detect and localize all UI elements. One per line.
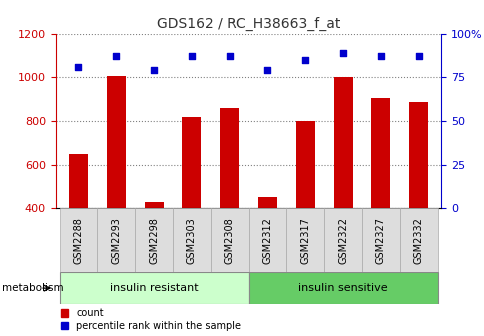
Text: GSM2312: GSM2312 xyxy=(262,217,272,264)
Bar xyxy=(323,208,361,272)
Title: GDS162 / RC_H38663_f_at: GDS162 / RC_H38663_f_at xyxy=(156,17,340,31)
Bar xyxy=(182,117,201,208)
Bar xyxy=(135,208,173,272)
Point xyxy=(75,64,82,70)
Bar xyxy=(106,76,125,208)
Text: GSM2327: GSM2327 xyxy=(375,217,385,264)
Point xyxy=(301,57,308,62)
Text: insulin resistant: insulin resistant xyxy=(109,283,198,293)
Bar xyxy=(295,121,314,208)
Text: GSM2322: GSM2322 xyxy=(337,217,348,264)
Bar xyxy=(399,208,437,272)
Legend: count, percentile rank within the sample: count, percentile rank within the sample xyxy=(60,308,241,331)
Bar xyxy=(97,208,135,272)
Bar xyxy=(173,208,211,272)
Text: GSM2308: GSM2308 xyxy=(224,217,234,264)
Bar xyxy=(60,272,248,304)
Bar xyxy=(211,208,248,272)
Text: GSM2293: GSM2293 xyxy=(111,217,121,264)
Point xyxy=(376,54,384,59)
Point xyxy=(150,68,158,73)
Bar xyxy=(333,77,352,208)
Bar xyxy=(69,154,88,208)
Bar xyxy=(248,272,437,304)
Point xyxy=(414,54,422,59)
Point xyxy=(338,50,346,55)
Text: GSM2303: GSM2303 xyxy=(186,217,197,264)
Text: GSM2332: GSM2332 xyxy=(413,217,423,264)
Point xyxy=(112,54,120,59)
Bar xyxy=(248,208,286,272)
Bar xyxy=(220,108,239,208)
Bar xyxy=(408,102,427,208)
Point xyxy=(263,68,271,73)
Point xyxy=(188,54,196,59)
Text: metabolism: metabolism xyxy=(2,283,64,293)
Bar xyxy=(144,202,163,208)
Bar xyxy=(361,208,399,272)
Bar xyxy=(286,208,323,272)
Text: GSM2288: GSM2288 xyxy=(73,217,83,264)
Bar xyxy=(371,98,390,208)
Bar xyxy=(60,208,97,272)
Point xyxy=(226,54,233,59)
Text: GSM2298: GSM2298 xyxy=(149,217,159,264)
Text: GSM2317: GSM2317 xyxy=(300,217,310,264)
Text: insulin sensitive: insulin sensitive xyxy=(298,283,387,293)
Bar xyxy=(257,197,276,208)
